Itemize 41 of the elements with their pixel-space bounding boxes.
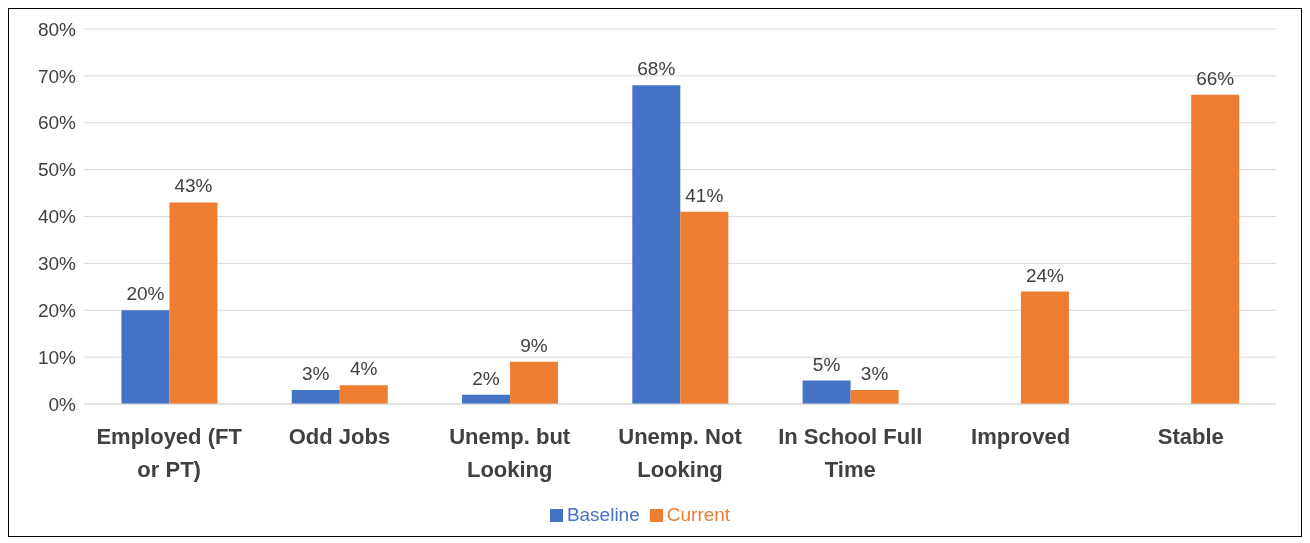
y-tick-label: 60% <box>37 112 77 134</box>
bar <box>121 310 170 404</box>
bar <box>339 385 388 404</box>
data-label: 2% <box>472 367 500 389</box>
x-tick-label: Employed (FT or PT) <box>96 424 243 482</box>
data-label: 43% <box>174 175 213 197</box>
bar <box>1191 94 1240 404</box>
y-tick-label: 40% <box>37 206 77 228</box>
y-tick-label: 10% <box>37 346 77 368</box>
bar <box>510 361 559 404</box>
bar <box>1020 291 1069 404</box>
data-label: 24% <box>1025 264 1065 286</box>
legend-label: Baseline <box>566 504 640 525</box>
y-tick-label: 30% <box>37 253 77 275</box>
data-label: 68% <box>637 58 676 80</box>
legend-label: Current <box>666 504 731 525</box>
data-label: 41% <box>685 184 724 206</box>
x-tick-label: Unemp. but Looking <box>449 424 571 482</box>
bar <box>291 389 340 404</box>
x-tick-label: Odd Jobs <box>288 424 391 449</box>
data-label: 3% <box>302 362 330 384</box>
y-tick-label: 0% <box>48 393 77 415</box>
bar <box>850 389 899 404</box>
bar <box>680 211 729 404</box>
x-tick-label: Improved <box>971 424 1071 449</box>
y-tick-label: 20% <box>37 299 77 321</box>
x-tick-label: Stable <box>1157 424 1224 449</box>
y-tick-label: 70% <box>37 65 77 87</box>
y-tick-label: 50% <box>37 159 77 181</box>
bar <box>632 85 681 404</box>
bar <box>169 202 218 404</box>
x-tick-label: Unemp. Not Looking <box>618 424 743 482</box>
data-label: 66% <box>1196 67 1235 89</box>
data-label: 9% <box>520 334 548 356</box>
y-tick-label: 80% <box>37 18 77 40</box>
data-label: 5% <box>812 353 841 375</box>
data-label: 3% <box>860 362 889 384</box>
data-label: 4% <box>350 358 378 380</box>
x-tick-label: In School Full Time <box>778 424 923 482</box>
bar <box>802 380 851 404</box>
data-label: 20% <box>126 283 165 305</box>
